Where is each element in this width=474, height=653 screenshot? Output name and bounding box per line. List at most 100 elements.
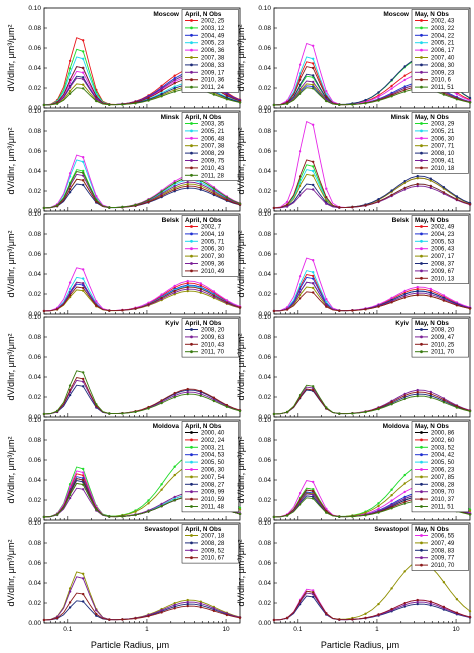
y-axis-label: dV/dlnr, μm³/μm² <box>236 334 246 401</box>
data-point <box>68 78 72 82</box>
data-point <box>298 287 302 291</box>
legend-entry: 2004, 19 <box>201 232 225 238</box>
y-tick-label: 0.02 <box>258 188 271 195</box>
data-point <box>312 489 315 493</box>
data-point <box>468 203 472 206</box>
data-point <box>390 193 393 197</box>
legend-marker <box>190 70 193 74</box>
data-point <box>238 508 242 511</box>
data-point <box>108 206 111 209</box>
data-point <box>238 512 242 516</box>
data-point <box>455 195 459 198</box>
legend-marker <box>420 19 423 22</box>
legend-marker <box>190 136 193 140</box>
data-point <box>468 610 472 613</box>
legend-marker <box>420 166 423 170</box>
legend-marker <box>190 556 193 560</box>
y-tick-label: 0.02 <box>28 600 41 607</box>
legend-marker <box>190 453 193 457</box>
legend-entry: 2009, 23 <box>431 70 455 76</box>
data-point <box>82 477 85 480</box>
legend-marker <box>190 151 193 155</box>
legend-marker <box>420 33 423 37</box>
legend-marker <box>420 548 423 552</box>
data-point <box>160 399 163 402</box>
data-point <box>186 392 189 396</box>
data-point <box>82 471 85 474</box>
data-point <box>160 611 163 614</box>
data-point <box>238 409 242 413</box>
data-point <box>160 609 163 612</box>
data-point <box>298 92 302 95</box>
legend-title: April, N Obs <box>185 217 222 224</box>
data-point <box>42 103 46 107</box>
data-point <box>272 618 276 622</box>
data-point <box>134 410 137 414</box>
legend-marker <box>190 497 193 501</box>
data-point <box>455 93 459 96</box>
y-tick-label: 0.00 <box>28 620 41 627</box>
data-point <box>82 467 85 471</box>
legend-entry: 2003, 22 <box>431 26 455 32</box>
panel-sevastopol-april: 0.00 0.02 0.04 0.06 0.08 0.10 0.1 1 10 dV/dlnr, μ… <box>6 520 242 633</box>
legend-marker <box>190 438 193 442</box>
data-point <box>298 491 302 495</box>
data-point <box>312 385 315 388</box>
data-point <box>108 618 111 621</box>
data-point <box>82 171 85 175</box>
legend-marker <box>420 151 423 155</box>
y-tick-label: 0.04 <box>258 168 271 175</box>
data-point <box>390 301 393 304</box>
legend-marker <box>420 70 423 74</box>
data-point <box>199 600 202 603</box>
data-point <box>212 607 216 610</box>
data-point <box>325 202 328 205</box>
y-tick-label: 0.04 <box>258 65 271 72</box>
data-point <box>82 179 85 182</box>
data-point <box>199 289 202 293</box>
data-point <box>455 611 459 614</box>
legend-marker <box>190 335 193 339</box>
data-point <box>272 412 276 416</box>
series-line <box>43 576 241 621</box>
data-point <box>147 99 150 102</box>
legend-entry: 2006, 48 <box>201 136 225 142</box>
city-label: Sevastopol <box>144 526 179 533</box>
legend-marker <box>190 468 193 471</box>
data-point <box>186 281 189 285</box>
data-point <box>212 189 216 193</box>
legend-title: April, N Obs <box>185 423 222 430</box>
y-tick-label: 0.08 <box>28 334 41 341</box>
city-label: Belsk <box>162 217 180 224</box>
y-tick-label: 0.08 <box>258 25 271 32</box>
data-point <box>186 600 189 604</box>
city-label: Moscow <box>153 11 180 18</box>
data-point <box>147 510 150 513</box>
y-tick-label: 0.10 <box>258 108 271 115</box>
legend-marker <box>190 41 193 45</box>
legend-entry: 2006, 17 <box>431 48 455 54</box>
legend-entry: 2009, 99 <box>201 490 225 496</box>
data-point <box>68 496 72 500</box>
data-point <box>238 306 242 309</box>
legend-entry: 2006, 30 <box>201 468 225 474</box>
legend-marker <box>420 56 423 59</box>
data-point <box>403 289 406 293</box>
data-point <box>272 515 276 519</box>
data-point <box>108 412 111 415</box>
legend-entry: 2009, 63 <box>201 335 225 341</box>
data-point <box>186 182 189 186</box>
legend-entry: 2005, 21 <box>431 41 455 47</box>
data-point <box>416 388 419 392</box>
data-point <box>377 504 380 508</box>
data-point <box>68 590 72 593</box>
data-point <box>312 286 315 290</box>
y-axis-label: dV/dlnr, μm³/μm² <box>6 231 16 298</box>
data-point <box>390 95 393 98</box>
legend-entry: 2000, 86 <box>431 431 455 437</box>
data-point <box>338 103 341 106</box>
legend-marker <box>190 541 193 545</box>
y-tick-label: 0.10 <box>28 108 41 115</box>
